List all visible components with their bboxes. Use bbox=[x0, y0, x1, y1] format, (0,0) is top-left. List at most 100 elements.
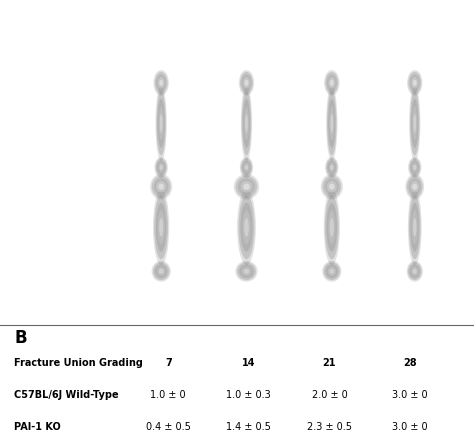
Text: 1.4 ± 0.5: 1.4 ± 0.5 bbox=[227, 421, 271, 430]
Ellipse shape bbox=[241, 181, 252, 193]
Ellipse shape bbox=[152, 261, 171, 282]
Ellipse shape bbox=[330, 114, 333, 133]
Ellipse shape bbox=[244, 218, 249, 236]
Ellipse shape bbox=[159, 80, 163, 86]
Ellipse shape bbox=[409, 178, 421, 195]
Ellipse shape bbox=[413, 218, 417, 236]
Ellipse shape bbox=[157, 267, 165, 276]
Ellipse shape bbox=[324, 190, 340, 265]
Ellipse shape bbox=[408, 157, 421, 178]
Text: 14: 14 bbox=[242, 358, 255, 369]
Ellipse shape bbox=[155, 157, 168, 178]
Ellipse shape bbox=[408, 72, 421, 94]
Ellipse shape bbox=[156, 181, 166, 193]
Ellipse shape bbox=[329, 269, 334, 274]
Ellipse shape bbox=[326, 86, 337, 161]
Text: 21: 21 bbox=[323, 358, 336, 369]
Ellipse shape bbox=[411, 77, 418, 89]
Ellipse shape bbox=[412, 163, 418, 172]
Ellipse shape bbox=[244, 269, 249, 274]
Ellipse shape bbox=[330, 165, 334, 170]
Ellipse shape bbox=[158, 163, 164, 172]
Ellipse shape bbox=[155, 264, 167, 278]
Text: 14: 14 bbox=[237, 290, 256, 304]
Ellipse shape bbox=[407, 176, 423, 197]
Ellipse shape bbox=[242, 91, 251, 155]
Ellipse shape bbox=[326, 159, 337, 176]
Ellipse shape bbox=[413, 269, 417, 274]
Text: 7: 7 bbox=[156, 290, 166, 304]
Ellipse shape bbox=[243, 184, 250, 190]
Ellipse shape bbox=[240, 203, 253, 252]
Ellipse shape bbox=[321, 174, 343, 200]
Text: 3.0 ± 0: 3.0 ± 0 bbox=[392, 421, 428, 430]
Ellipse shape bbox=[410, 203, 419, 252]
Ellipse shape bbox=[156, 203, 166, 252]
Ellipse shape bbox=[413, 114, 416, 133]
Ellipse shape bbox=[413, 165, 417, 170]
Ellipse shape bbox=[325, 157, 338, 178]
Ellipse shape bbox=[243, 77, 250, 89]
Ellipse shape bbox=[329, 106, 334, 140]
Ellipse shape bbox=[328, 210, 336, 244]
Ellipse shape bbox=[413, 80, 417, 86]
Ellipse shape bbox=[409, 86, 420, 161]
Ellipse shape bbox=[411, 210, 418, 244]
Ellipse shape bbox=[411, 267, 419, 276]
Text: A: A bbox=[9, 8, 21, 26]
Text: 0.4 ± 0.5: 0.4 ± 0.5 bbox=[146, 421, 191, 430]
Ellipse shape bbox=[241, 159, 252, 176]
Ellipse shape bbox=[410, 181, 419, 193]
Ellipse shape bbox=[410, 91, 419, 155]
Ellipse shape bbox=[238, 195, 255, 259]
Ellipse shape bbox=[241, 86, 252, 161]
Ellipse shape bbox=[328, 77, 335, 89]
Ellipse shape bbox=[325, 72, 338, 94]
Ellipse shape bbox=[155, 86, 167, 161]
Text: 7: 7 bbox=[165, 358, 172, 369]
Ellipse shape bbox=[240, 157, 253, 178]
Ellipse shape bbox=[409, 159, 420, 176]
Ellipse shape bbox=[324, 262, 340, 280]
Ellipse shape bbox=[410, 161, 419, 174]
Text: 1.0 ± 0: 1.0 ± 0 bbox=[150, 390, 186, 400]
Text: 21: 21 bbox=[322, 290, 342, 304]
Text: C57BL/6J Wild-Type: C57BL/6J Wild-Type bbox=[12, 81, 124, 91]
Ellipse shape bbox=[153, 190, 169, 265]
Ellipse shape bbox=[409, 195, 420, 259]
Ellipse shape bbox=[327, 203, 337, 252]
Ellipse shape bbox=[408, 262, 422, 280]
Ellipse shape bbox=[327, 181, 337, 193]
Text: PAI-1 KO: PAI-1 KO bbox=[12, 214, 62, 224]
Ellipse shape bbox=[159, 218, 163, 236]
Ellipse shape bbox=[410, 264, 420, 278]
Ellipse shape bbox=[155, 159, 167, 176]
Ellipse shape bbox=[412, 106, 417, 140]
Ellipse shape bbox=[156, 91, 166, 155]
Ellipse shape bbox=[240, 72, 253, 94]
Ellipse shape bbox=[407, 70, 422, 95]
Ellipse shape bbox=[154, 178, 168, 195]
Ellipse shape bbox=[160, 114, 163, 133]
Ellipse shape bbox=[410, 74, 420, 91]
Ellipse shape bbox=[408, 190, 422, 265]
Ellipse shape bbox=[328, 161, 336, 174]
Ellipse shape bbox=[159, 165, 163, 170]
Ellipse shape bbox=[152, 176, 171, 197]
Ellipse shape bbox=[239, 70, 254, 95]
Ellipse shape bbox=[237, 262, 256, 280]
Ellipse shape bbox=[243, 99, 250, 148]
Text: Days Post-Fracture: Days Post-Fracture bbox=[245, 307, 357, 317]
Ellipse shape bbox=[327, 74, 337, 91]
Ellipse shape bbox=[158, 77, 164, 89]
Ellipse shape bbox=[329, 163, 335, 172]
Ellipse shape bbox=[244, 106, 249, 140]
Ellipse shape bbox=[150, 174, 172, 200]
Ellipse shape bbox=[411, 99, 419, 148]
Ellipse shape bbox=[157, 99, 165, 148]
Ellipse shape bbox=[156, 74, 166, 91]
Ellipse shape bbox=[407, 261, 423, 282]
Ellipse shape bbox=[327, 91, 337, 155]
Ellipse shape bbox=[329, 184, 335, 190]
Ellipse shape bbox=[154, 195, 168, 259]
